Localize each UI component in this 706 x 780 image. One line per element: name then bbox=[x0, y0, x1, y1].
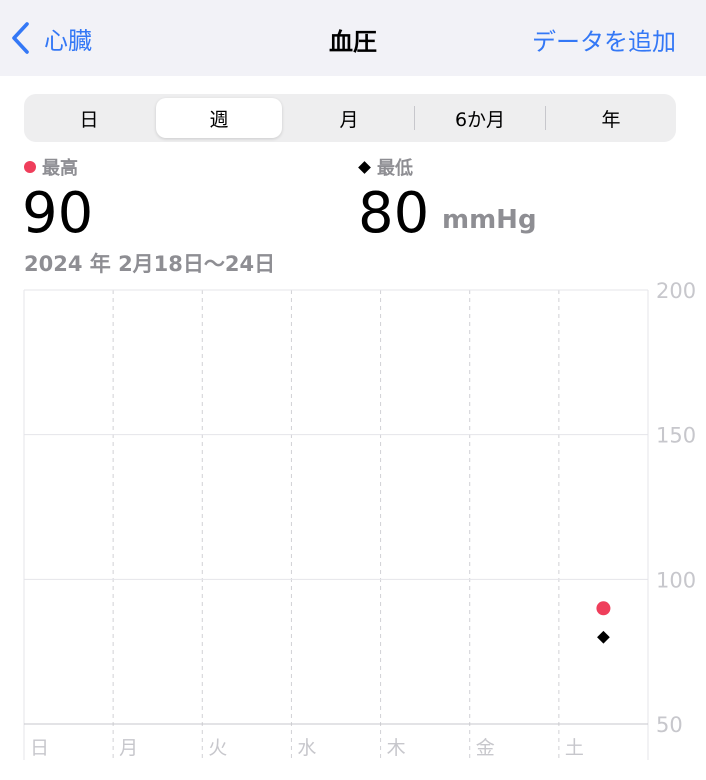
segment-week-label: 週 bbox=[209, 108, 229, 131]
y-tick-label: 100 bbox=[656, 568, 696, 592]
segment-month-label: 月 bbox=[339, 108, 359, 131]
back-label: 心臓 bbox=[44, 26, 92, 55]
diastolic-point bbox=[597, 630, 610, 644]
x-tick-label: 日 bbox=[30, 737, 49, 759]
systolic-value: 90 bbox=[22, 181, 94, 246]
time-range-segmented-control: 日 週 月 6か月 年 bbox=[24, 94, 676, 142]
x-tick-label: 月 bbox=[119, 737, 138, 759]
chevron-left-icon bbox=[12, 22, 29, 54]
segment-6months[interactable]: 6か月 bbox=[417, 98, 543, 138]
y-tick-label: 50 bbox=[656, 713, 683, 737]
systolic-point bbox=[596, 601, 611, 616]
segment-day[interactable]: 日 bbox=[26, 98, 152, 138]
segment-week[interactable]: 週 bbox=[156, 98, 282, 138]
segment-divider bbox=[545, 106, 546, 130]
segment-year-label: 年 bbox=[601, 108, 621, 131]
x-tick-label: 金 bbox=[476, 737, 495, 759]
segment-month[interactable]: 月 bbox=[286, 98, 412, 138]
segment-day-label: 日 bbox=[79, 108, 99, 131]
legend-systolic-label: 最高 bbox=[42, 158, 78, 179]
x-tick-label: 木 bbox=[387, 737, 406, 759]
y-tick-label: 200 bbox=[656, 280, 696, 303]
legend-diastolic-label: 最低 bbox=[377, 158, 413, 179]
date-range: 2024 年 2月18日～24日 bbox=[24, 252, 276, 276]
legend-diastolic: 最低 bbox=[358, 154, 413, 180]
segment-6months-label: 6か月 bbox=[454, 108, 506, 131]
back-button[interactable]: 心臓 bbox=[10, 18, 92, 58]
x-tick-label: 水 bbox=[297, 737, 316, 759]
page-title: 血圧 bbox=[329, 28, 377, 56]
blood-pressure-chart[interactable]: 200 150 100 50 日 月 火 水 木 金 土 bbox=[0, 280, 706, 780]
x-tick-label: 土 bbox=[565, 737, 584, 759]
x-tick-label: 火 bbox=[208, 737, 227, 759]
unit-label: mmHg bbox=[442, 205, 537, 235]
y-tick-label: 150 bbox=[656, 424, 696, 448]
circle-icon bbox=[24, 161, 36, 173]
segment-divider bbox=[414, 106, 415, 130]
nav-bar: 心臓 血圧 データを追加 bbox=[0, 0, 706, 76]
segment-year[interactable]: 年 bbox=[548, 98, 674, 138]
add-data-button[interactable]: データを追加 bbox=[532, 28, 676, 56]
diastolic-value: 80 bbox=[358, 181, 430, 246]
diamond-icon bbox=[358, 160, 371, 174]
legend-systolic: 最高 bbox=[24, 154, 78, 180]
